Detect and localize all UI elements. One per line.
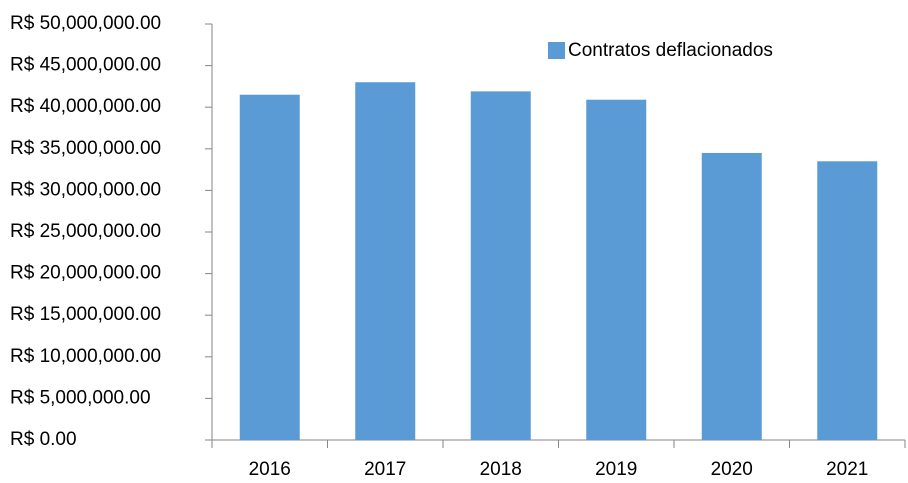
bar — [817, 161, 878, 440]
y-tick-label: R$ 20,000,000.00 — [10, 263, 161, 284]
y-tick-label: R$ 30,000,000.00 — [10, 179, 161, 200]
bar — [355, 82, 416, 441]
legend-label: Contratos deflacionados — [568, 40, 773, 61]
y-tick-label: R$ 50,000,000.00 — [10, 13, 161, 34]
bar — [239, 94, 300, 440]
legend-swatch — [548, 42, 565, 59]
x-tick-label: 2018 — [480, 459, 522, 480]
y-tick-label: R$ 5,000,000.00 — [10, 387, 151, 408]
y-tick-label: R$ 25,000,000.00 — [10, 221, 161, 242]
x-tick-label: 2017 — [364, 459, 406, 480]
x-tick-label: 2016 — [249, 459, 291, 480]
y-tick-label: R$ 0.00 — [10, 429, 77, 450]
y-tick-label: R$ 45,000,000.00 — [10, 55, 161, 76]
bar — [701, 152, 762, 440]
y-tick-label: R$ 10,000,000.00 — [10, 346, 161, 367]
x-tick-label: 2019 — [595, 459, 637, 480]
y-tick-label: R$ 15,000,000.00 — [10, 304, 161, 325]
y-tick-label: R$ 40,000,000.00 — [10, 96, 161, 117]
bar — [470, 91, 531, 440]
bar — [586, 99, 647, 440]
x-tick-label: 2020 — [711, 459, 753, 480]
x-tick-label: 2021 — [826, 459, 868, 480]
y-tick-label: R$ 35,000,000.00 — [10, 138, 161, 159]
